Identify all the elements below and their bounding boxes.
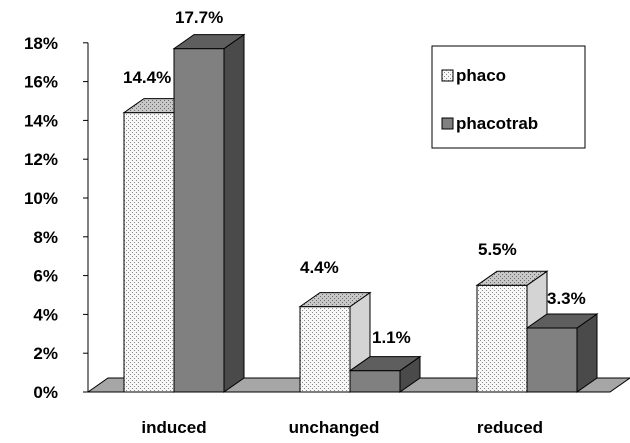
bar-induced-phacotrab (173, 48, 225, 393)
y-tick-label: 12% (24, 150, 58, 169)
bars (122, 33, 599, 393)
legend-swatch-phaco (441, 69, 454, 82)
y-tick-label: 2% (33, 344, 58, 363)
legend-swatch-phacotrab (441, 117, 454, 130)
y-tick-label: 6% (33, 267, 58, 286)
x-category-label: unchanged (289, 418, 380, 437)
bar-unchanged-phacotrab-top (348, 356, 422, 372)
legend: phaco phacotrab (431, 45, 586, 149)
y-tick-label: 8% (33, 228, 58, 247)
legend-box (431, 45, 586, 149)
x-axis-labels: induced unchanged reduced (141, 418, 543, 437)
bar-induced-phacotrab-top (172, 34, 246, 50)
data-label-unchanged-phaco: 4.4% (300, 258, 339, 277)
data-labels: 14.4% 17.7% 4.4% 1.1% 5.5% 3.3% (123, 8, 586, 347)
y-axis: 0% 2% 4% 6% 8% 10% 12% 14% 16% 18% (24, 34, 89, 402)
bar-reduced-phacotrab-top (525, 313, 599, 329)
bar-reduced-phacotrab (526, 327, 578, 393)
x-category-label: reduced (477, 418, 543, 437)
data-label-reduced-phacotrab: 3.3% (547, 289, 586, 308)
bar-unchanged-phaco (299, 306, 351, 393)
bar-unchanged-phaco-top (298, 292, 372, 308)
legend-label-phaco: phaco (456, 66, 506, 85)
data-label-unchanged-phacotrab: 1.1% (372, 328, 411, 347)
bar-induced-phacotrab-side (223, 33, 245, 393)
data-label-induced-phaco: 14.4% (123, 68, 171, 87)
bar-unchanged-phacotrab (349, 370, 401, 393)
y-tick-label: 0% (33, 383, 58, 402)
data-label-induced-phacotrab: 17.7% (175, 8, 223, 27)
bar-reduced-phaco (476, 284, 528, 393)
y-tick-label: 4% (33, 305, 58, 324)
data-label-reduced-phaco: 5.5% (478, 240, 517, 259)
bar-reduced-phaco-top (475, 270, 549, 286)
legend-label-phacotrab: phacotrab (456, 114, 538, 133)
y-tick-label: 16% (24, 73, 58, 92)
y-tick-label: 10% (24, 189, 58, 208)
bar-induced-phaco (123, 112, 175, 393)
y-tick-label: 18% (24, 34, 58, 53)
y-tick-label: 14% (24, 111, 58, 130)
x-category-label: induced (141, 418, 206, 437)
